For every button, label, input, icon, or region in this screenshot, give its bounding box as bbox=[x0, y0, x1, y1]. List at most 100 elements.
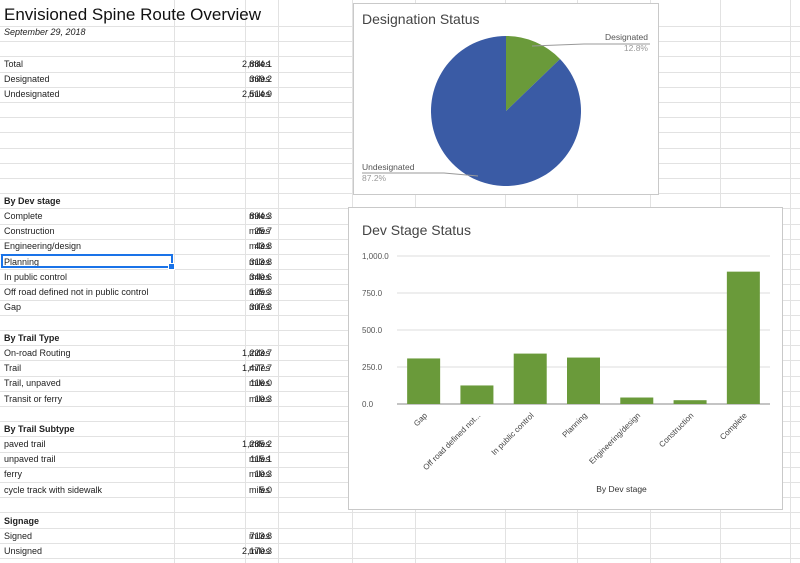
cell-label[interactable]: Trail bbox=[4, 363, 22, 374]
cell-label[interactable]: paved trail bbox=[4, 439, 46, 449]
cell-value[interactable]: 5.0 bbox=[259, 484, 272, 495]
bar-chart-title: Dev Stage Status bbox=[362, 222, 471, 238]
row-gridline bbox=[0, 512, 800, 513]
section-heading[interactable]: Signage bbox=[4, 516, 40, 526]
cell-label[interactable]: Undesignated bbox=[4, 89, 60, 100]
cell-label[interactable]: Construction bbox=[4, 226, 55, 237]
bar-1[interactable] bbox=[460, 385, 494, 404]
cell-unit[interactable]: miles bbox=[249, 531, 271, 541]
cell-label[interactable]: Unsigned bbox=[4, 546, 43, 557]
section-heading[interactable]: By Trail Subtype bbox=[4, 424, 75, 434]
bar-0[interactable] bbox=[407, 358, 441, 404]
section-heading[interactable]: By Dev stage bbox=[4, 196, 61, 206]
cell-value[interactable]: 115.1 bbox=[250, 454, 272, 465]
bar-2[interactable] bbox=[513, 353, 547, 404]
cell-label[interactable]: Planning bbox=[4, 256, 40, 267]
sheet-title[interactable]: Envisioned Spine Route Overview bbox=[4, 5, 262, 24]
cell-unit[interactable]: miles bbox=[249, 271, 271, 282]
cell-unit[interactable]: miles bbox=[249, 287, 271, 297]
cell-unit[interactable]: miles bbox=[249, 74, 271, 85]
x-tick-label: Engineering/design bbox=[587, 411, 642, 466]
cell-value[interactable]: 10.3 bbox=[254, 393, 272, 404]
cell-label[interactable]: Designated bbox=[4, 74, 50, 85]
cell-unit[interactable]: miles bbox=[249, 454, 271, 465]
cell-label[interactable]: cycle track with sidewalk bbox=[4, 484, 103, 495]
y-tick-label: 250.0 bbox=[362, 363, 383, 372]
cell-value[interactable]: 713.8 bbox=[249, 531, 272, 541]
cell-label[interactable]: Transit or ferry bbox=[4, 393, 63, 404]
cell-value[interactable]: 307.8 bbox=[249, 302, 272, 313]
bar-5[interactable] bbox=[673, 400, 707, 404]
cell-unit[interactable]: miles bbox=[249, 484, 271, 495]
cell-value[interactable]: 313.8 bbox=[249, 256, 272, 267]
sheet-date[interactable]: September 29, 2018 bbox=[4, 27, 86, 37]
x-tick-label: Construction bbox=[657, 411, 695, 449]
column-gridline bbox=[245, 0, 246, 563]
x-axis-title: By Dev stage bbox=[596, 484, 647, 494]
cell-unit[interactable]: miles bbox=[249, 59, 271, 69]
cell-value[interactable]: 116.0 bbox=[250, 378, 272, 389]
cell-value[interactable]: 2,884.1 bbox=[241, 59, 272, 69]
cell-label[interactable]: Engineering/design bbox=[4, 241, 82, 252]
cell-value[interactable]: 125.3 bbox=[249, 287, 272, 297]
x-tick-label: Off road defined not... bbox=[421, 411, 482, 472]
selected-cell-outline[interactable] bbox=[1, 254, 175, 270]
y-tick-label: 750.0 bbox=[362, 289, 383, 298]
cell-value[interactable]: 10.3 bbox=[254, 469, 272, 480]
cell-unit[interactable]: miles bbox=[249, 469, 271, 480]
pie-chart-title: Designation Status bbox=[362, 11, 480, 27]
cell-unit[interactable]: miles bbox=[249, 226, 271, 237]
bar-3[interactable] bbox=[567, 357, 600, 404]
cell-value[interactable]: 2,514.9 bbox=[241, 89, 272, 100]
cell-label[interactable]: Gap bbox=[4, 302, 22, 313]
pie-slice-undesignated[interactable] bbox=[431, 36, 581, 187]
cell-value[interactable]: 1,223.7 bbox=[241, 348, 272, 358]
cell-value[interactable]: 25.7 bbox=[254, 226, 272, 237]
column-gridline bbox=[174, 0, 175, 563]
cell-unit[interactable]: miles bbox=[249, 393, 271, 404]
cell-unit[interactable]: miles bbox=[249, 378, 271, 389]
cell-label[interactable]: Complete bbox=[4, 211, 43, 221]
pie-slice-designated[interactable] bbox=[506, 36, 561, 111]
designated-leader-line bbox=[531, 43, 650, 47]
cell-unit[interactable]: miles bbox=[249, 89, 271, 100]
y-tick-label: 500.0 bbox=[362, 326, 383, 335]
cell-unit[interactable]: miles bbox=[249, 241, 271, 252]
x-tick-label: Complete bbox=[718, 411, 749, 442]
cell-value[interactable]: 43.8 bbox=[254, 241, 272, 252]
cell-label[interactable]: ferry bbox=[4, 469, 22, 480]
cell-value[interactable]: 1,285.2 bbox=[241, 439, 272, 449]
x-tick-label: In public control bbox=[490, 411, 536, 457]
cell-value[interactable]: 369.2 bbox=[249, 74, 272, 85]
dev-stage-status-chart[interactable]: Dev Stage Status 0.0 250.0 500.0 750.0 1,000… bbox=[348, 207, 783, 510]
designation-status-chart[interactable]: Designation Status Designated 12.8% Undesi… bbox=[353, 3, 659, 195]
cell-value[interactable]: 2,170.3 bbox=[241, 546, 272, 557]
cell-value[interactable]: 340.6 bbox=[249, 271, 272, 282]
cell-label[interactable]: In public control bbox=[4, 271, 68, 282]
section-heading[interactable]: By Trail Type bbox=[4, 333, 60, 343]
row-gridline bbox=[0, 558, 800, 559]
column-gridline bbox=[278, 0, 279, 563]
cell-label[interactable]: Off road defined not in public control bbox=[4, 287, 149, 297]
bar-4[interactable] bbox=[620, 397, 654, 404]
y-tick-label: 1,000.0 bbox=[362, 252, 389, 261]
cell-label[interactable]: unpaved trail bbox=[4, 454, 56, 465]
column-gridline bbox=[790, 0, 791, 563]
pie-label-designated: Designated bbox=[605, 32, 648, 42]
cell-label[interactable]: Signed bbox=[4, 531, 33, 541]
bar-6[interactable] bbox=[726, 271, 760, 404]
cell-label[interactable]: Total bbox=[4, 59, 24, 69]
cell-unit[interactable]: miles bbox=[249, 363, 271, 374]
cell-unit[interactable]: miles bbox=[249, 348, 271, 358]
cell-label[interactable]: On-road Routing bbox=[4, 348, 71, 358]
cell-unit[interactable]: miles bbox=[249, 211, 271, 221]
cell-label[interactable]: Trail, unpaved bbox=[4, 378, 61, 389]
cell-value[interactable]: 894.3 bbox=[249, 211, 272, 221]
cell-unit[interactable]: miles bbox=[249, 302, 271, 313]
cell-unit[interactable]: miles bbox=[249, 439, 271, 449]
cell-unit[interactable]: miles bbox=[249, 546, 271, 557]
cell-unit[interactable]: miles bbox=[249, 256, 271, 267]
cell-value[interactable]: 1,477.7 bbox=[241, 363, 272, 374]
